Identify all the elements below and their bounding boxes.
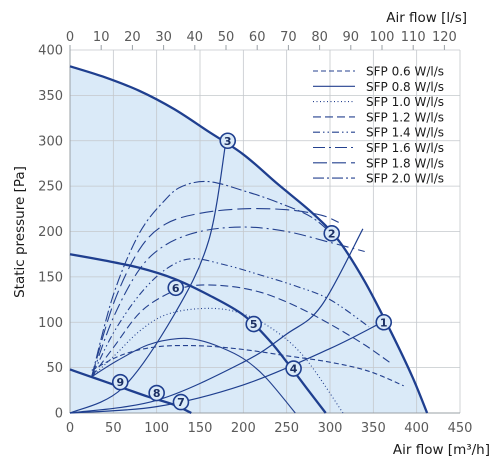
operating-point-label-8: 8 xyxy=(153,387,161,400)
system-curve-1 xyxy=(69,321,383,414)
legend-label-4: SFP 1.2 W/l/s xyxy=(366,110,444,124)
fan-curve-mid xyxy=(69,253,327,414)
legend-label-3: SFP 1.0 W/l/s xyxy=(366,95,444,109)
fan-curve-max xyxy=(69,65,429,414)
y-tick-label-8: 400 xyxy=(38,44,63,59)
operating-point-4 xyxy=(285,360,302,377)
operating-point-2 xyxy=(323,225,341,242)
x-tick-label-0: 0 xyxy=(66,421,74,436)
x2-tick-label-11: 110 xyxy=(401,30,426,45)
x2-tick-label-3: 30 xyxy=(155,30,172,45)
sfp-curve-4 xyxy=(91,284,392,378)
x-tick-label-6: 300 xyxy=(318,421,343,436)
operating-points: 1 2 3 4 5 6 7 8 9 xyxy=(111,132,393,411)
x2-tick-label-4: 40 xyxy=(187,30,204,45)
sfp-curve-1 xyxy=(91,344,404,387)
system-curves xyxy=(69,140,383,414)
operating-point-8 xyxy=(148,384,165,402)
legend-label-2: SFP 0.8 W/l/s xyxy=(366,80,444,94)
operating-point-label-5: 5 xyxy=(250,318,258,331)
x2-tick-label-12: 120 xyxy=(432,30,457,45)
operating-point-label-2: 2 xyxy=(328,227,336,240)
x2-tick-label-8: 80 xyxy=(311,30,328,45)
operating-point-1 xyxy=(375,313,393,331)
x2-tick-label-1: 10 xyxy=(93,30,110,45)
legend-label-1: SFP 0.6 W/l/s xyxy=(366,65,444,79)
sfp-curve-7 xyxy=(91,207,339,377)
legend-label-6: SFP 1.6 W/l/s xyxy=(366,141,444,155)
operating-area-fill xyxy=(70,66,428,414)
x2-tick-label-9: 90 xyxy=(343,30,360,45)
x2-axis-title: Air flow [l/s] xyxy=(386,10,467,26)
x2-tick-label-7: 70 xyxy=(280,30,297,45)
x2-tick-label-6: 60 xyxy=(249,30,266,45)
x-tick-label-9: 450 xyxy=(448,421,473,436)
y-tick-label-4: 200 xyxy=(38,225,63,240)
sfp-curve-2 xyxy=(91,337,296,414)
sfp-curve-5 xyxy=(91,258,370,377)
x-tick-label-2: 100 xyxy=(144,421,169,436)
x-tick-label-3: 150 xyxy=(188,421,213,436)
tick-labels: 0 50 100 150 200 250 300 350 400 4500501001502002… xyxy=(38,30,472,436)
operating-point-9 xyxy=(111,373,129,391)
x2-tick-label-10: 100 xyxy=(370,30,395,45)
sfp-curves xyxy=(91,180,404,414)
operating-point-label-3: 3 xyxy=(224,135,232,148)
x-tick-label-4: 200 xyxy=(231,421,256,436)
legend-label-5: SFP 1.4 W/l/s xyxy=(366,126,444,140)
x-tick-label-8: 400 xyxy=(404,421,429,436)
legend-label-7: SFP 1.8 W/l/s xyxy=(366,156,444,170)
y-tick-label-6: 300 xyxy=(38,134,63,149)
operating-point-label-6: 6 xyxy=(172,282,180,295)
operating-point-label-7: 7 xyxy=(177,396,185,409)
x-tick-label-7: 350 xyxy=(361,421,386,436)
system-curve-3 xyxy=(69,140,227,414)
operating-point-label-1: 1 xyxy=(380,316,388,329)
y-tick-label-0: 0 xyxy=(55,407,63,422)
y-tick-label-3: 150 xyxy=(38,270,63,285)
y-tick-label-5: 250 xyxy=(38,180,63,195)
y-axis-title: Static pressure [Pa] xyxy=(12,166,28,298)
x-tick-label-1: 50 xyxy=(105,421,122,436)
x-tick-label-5: 250 xyxy=(274,421,299,436)
y-tick-label-7: 350 xyxy=(38,89,63,104)
legend-label-8: SFP 2.0 W/l/s xyxy=(366,172,444,186)
sfp-curve-8 xyxy=(91,180,340,377)
grid xyxy=(69,45,461,413)
operating-point-6 xyxy=(167,279,185,297)
operating-point-5 xyxy=(245,315,263,333)
x2-tick-label-2: 20 xyxy=(124,30,141,45)
operating-point-7 xyxy=(172,393,190,411)
operating-area xyxy=(70,66,428,414)
x-axis-title: Air flow [m³/h] xyxy=(393,442,490,458)
sfp-curve-6 xyxy=(91,226,365,377)
y-tick-label-1: 50 xyxy=(46,361,63,376)
operating-point-label-4: 4 xyxy=(290,363,298,376)
operating-point-label-9: 9 xyxy=(116,376,124,389)
x2-tick-label-5: 50 xyxy=(218,30,235,45)
operating-point-3 xyxy=(219,132,237,150)
y-tick-label-2: 100 xyxy=(38,316,63,331)
system-curve-2 xyxy=(69,228,364,414)
x2-tick-label-0: 0 xyxy=(66,30,74,45)
axes xyxy=(69,50,460,414)
